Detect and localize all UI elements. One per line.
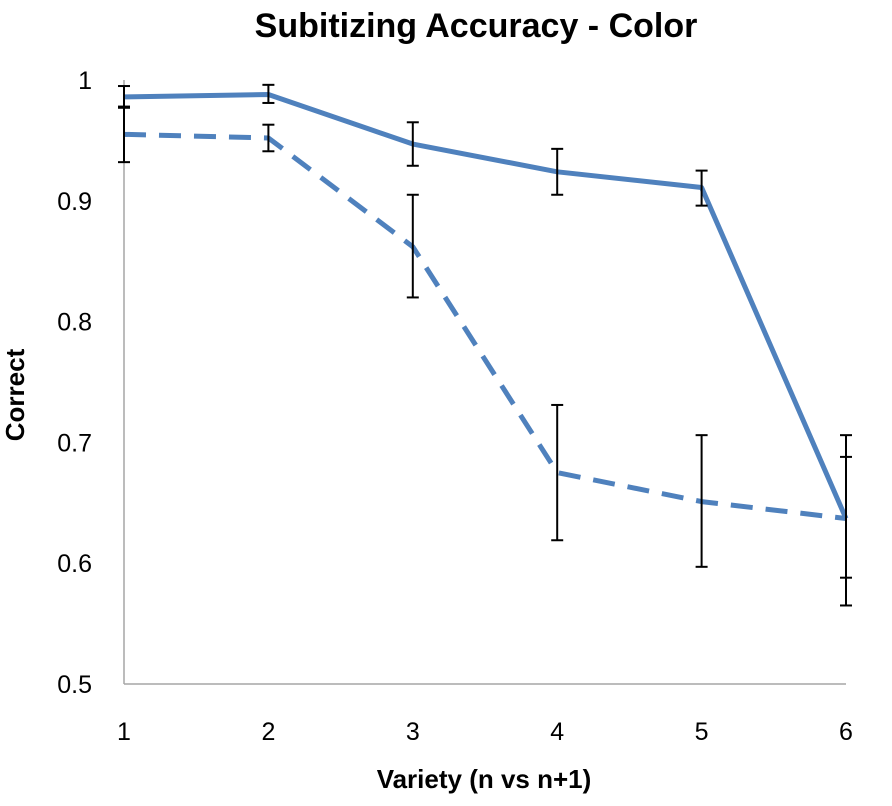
y-tick-label: 0.5 [57,671,92,699]
chart-title: Subitizing Accuracy - Color [255,7,698,45]
y-tick-label: 0.9 [57,188,92,216]
y-axis-label: Correct [0,348,30,441]
error-bar [695,169,708,207]
error-bar [551,403,564,542]
axes [123,80,846,685]
x-tick-label: 1 [117,718,131,746]
error-bar [695,434,708,568]
series-line-solid [123,91,849,520]
x-axis-label: Variety (n vs n+1) [377,764,592,794]
y-tick-label: 0.8 [57,309,92,337]
x-tick-label: 4 [550,718,564,746]
y-tick-label: 1 [78,67,92,95]
x-tick-label: 3 [406,718,420,746]
error-bar [551,147,564,196]
error-bar [262,83,275,104]
x-tick-labels: 1 2 3 4 5 6 [117,718,853,746]
y-tick-labels: 0.5 0.6 0.7 0.8 0.9 1 [57,67,92,699]
y-tick-label: 0.6 [57,550,92,578]
y-tick-label: 0.7 [57,429,92,457]
series-layer [123,91,849,521]
series-line-dashed [123,131,847,521]
error-bar [406,193,419,299]
error-bar [118,105,130,164]
error-bar [262,123,275,153]
x-tick-label: 2 [261,718,275,746]
error-bar [406,121,419,167]
x-tick-label: 5 [695,718,709,746]
error-bars [118,83,852,607]
x-tick-label: 6 [839,718,853,746]
error-bar [840,434,852,607]
